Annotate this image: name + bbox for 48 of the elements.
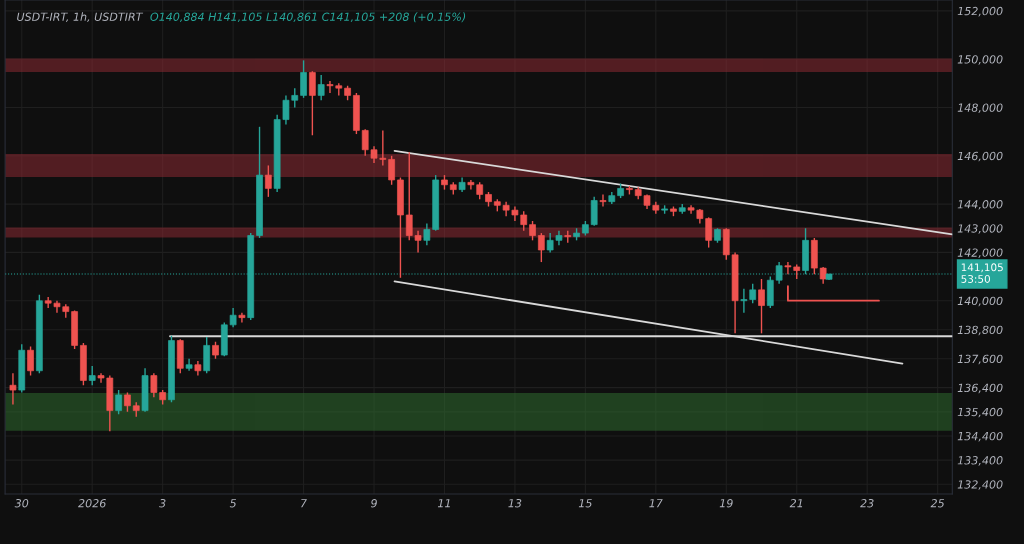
x-tick-label: 15 xyxy=(578,499,592,508)
y-tick-label: 140,000 xyxy=(957,296,1003,307)
y-tick-label: 152,000 xyxy=(957,6,1003,17)
y-tick-label: 144,000 xyxy=(957,200,1003,210)
x-tick-label: 23 xyxy=(860,499,874,508)
x-tick-label: 9 xyxy=(370,499,377,508)
candlestick xyxy=(88,365,96,386)
candlestick xyxy=(150,372,158,399)
x-tick-label: 5 xyxy=(229,499,237,508)
x-tick-label: 25 xyxy=(930,499,945,508)
candlestick xyxy=(317,74,325,101)
x-tick-label: 7 xyxy=(301,499,307,508)
candlestick xyxy=(9,372,17,406)
candlestick xyxy=(388,155,395,186)
x-tick-label: 11 xyxy=(437,499,450,508)
candlestick xyxy=(758,278,765,335)
candlestick xyxy=(300,59,307,99)
y-tick-label: 133,400 xyxy=(957,456,1003,466)
y-tick-label: 134,400 xyxy=(957,431,1003,442)
x-tick-label: 2026 xyxy=(78,499,106,508)
y-tick-label: 135,400 xyxy=(957,407,1003,418)
text: O140,884 H141,105 L140,861 C141,105 +208 (+0.15%) xyxy=(150,12,466,23)
x-tick-label: 3 xyxy=(159,499,166,508)
candlestick xyxy=(124,391,131,413)
candlestick xyxy=(238,312,246,324)
x-tick-label: 30 xyxy=(14,499,29,508)
y-tick-label: 137,600 xyxy=(957,354,1003,365)
y-tick-label: 150,000 xyxy=(957,55,1003,65)
ref-line-label: 141,105 53:50 xyxy=(961,263,1003,283)
y-tick-label: 138,800 xyxy=(957,325,1003,336)
x-tick-label: 19 xyxy=(719,499,733,508)
text: USDT-IRT, 1h, USDTIRT xyxy=(17,12,144,23)
candlestick xyxy=(599,193,607,208)
candlestick xyxy=(115,389,122,415)
y-tick-label: 148,000 xyxy=(957,103,1003,113)
y-tick-label: 142,000 xyxy=(957,248,1003,258)
x-tick-label: 13 xyxy=(508,499,522,508)
candlestick xyxy=(265,164,272,198)
candlestick xyxy=(529,220,536,242)
y-tick-label: 136,400 xyxy=(957,383,1003,394)
candlestick xyxy=(27,345,34,377)
y-tick-label: 143,000 xyxy=(957,224,1003,234)
y-tick-label: 132,400 xyxy=(957,480,1003,490)
candlestick xyxy=(309,70,316,136)
candlestick xyxy=(538,232,545,263)
x-tick-label: 21 xyxy=(789,499,803,508)
x-tick-label: 17 xyxy=(649,499,663,508)
y-tick-label: 146,000 xyxy=(957,151,1003,162)
